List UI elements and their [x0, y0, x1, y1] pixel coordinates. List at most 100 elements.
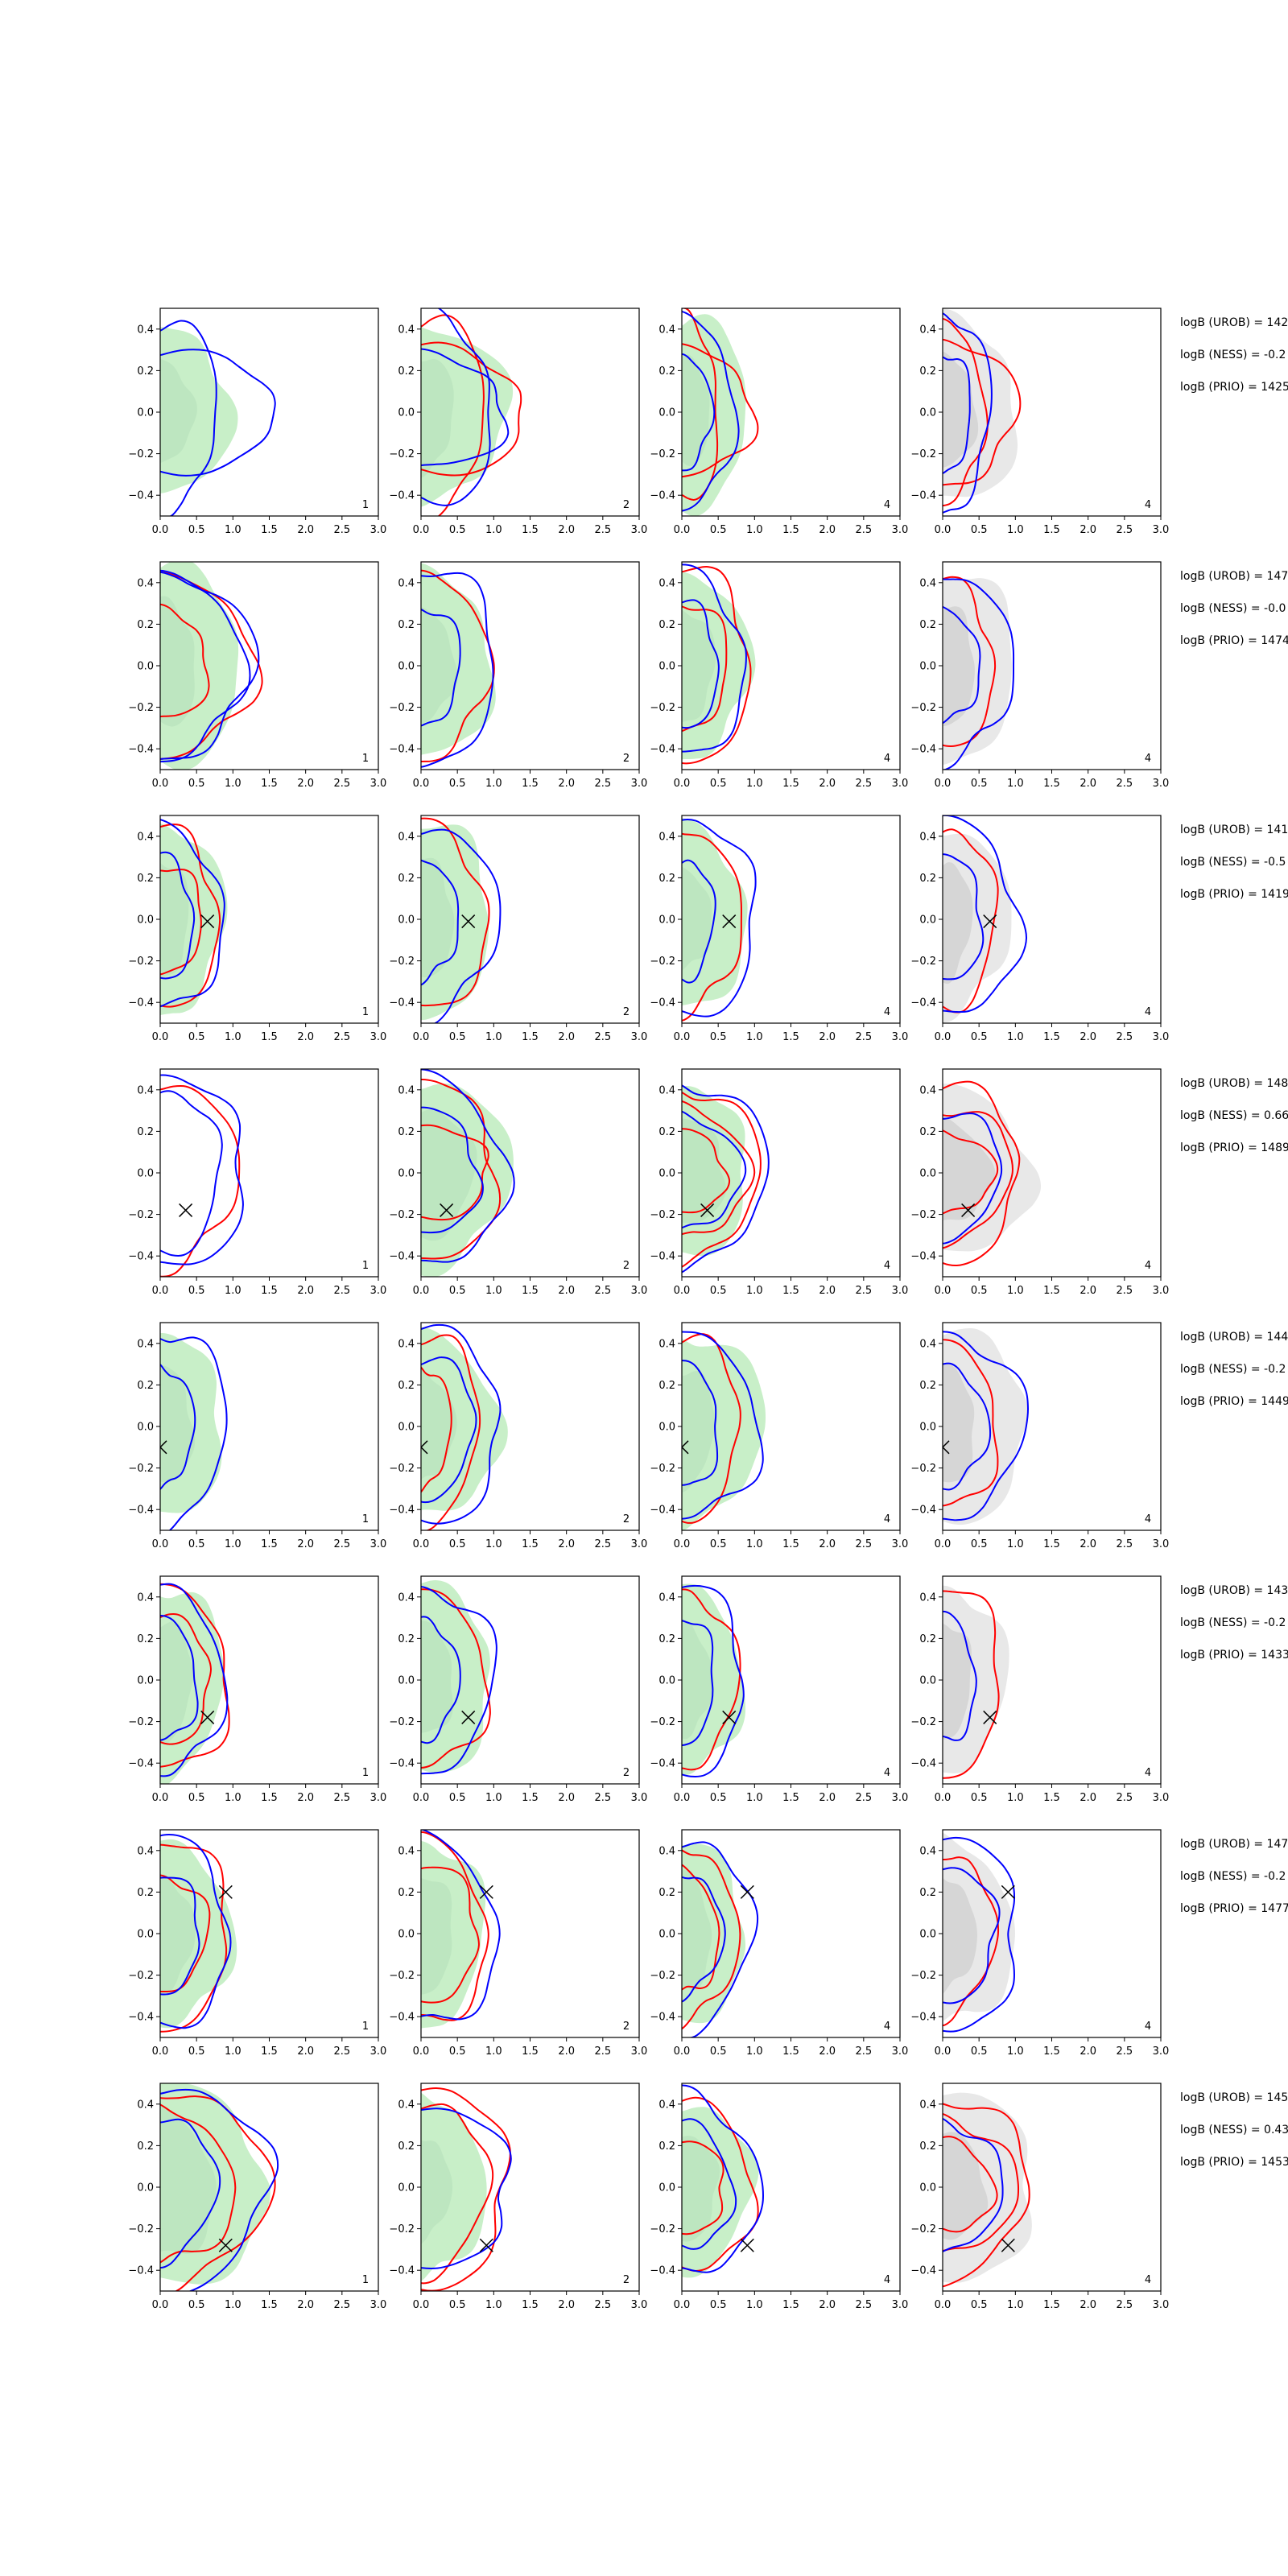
- x-tick-label: 2.5: [594, 1285, 611, 1297]
- x-tick-label: 0.0: [935, 2046, 952, 2058]
- panel-r8-c2: 0.0 0.5 1.0 1.5 2.0 2.5 3.0 0.4 0.2 0.0 −0.2 −0.4 2: [389, 2083, 647, 2311]
- plot-area: [160, 1833, 237, 2033]
- y-tick-label: 0.2: [398, 1380, 415, 1392]
- plot-area: [421, 563, 496, 768]
- x-tick-label: 1.0: [485, 1538, 502, 1550]
- blue-contour: [160, 1363, 196, 1491]
- x-tick-label: 1.5: [522, 1031, 539, 1043]
- y-tick-label: 0.4: [658, 831, 675, 843]
- blue-contour: [421, 1106, 484, 1234]
- x-tick-label: 3.0: [631, 1285, 648, 1297]
- y-tick-label: −0.4: [910, 744, 936, 756]
- density-fill-inner: [682, 1370, 716, 1492]
- x-tick-label: 1.0: [225, 1792, 242, 1804]
- x-tick-label: 1.5: [782, 524, 799, 536]
- x-tick-label: 0.0: [152, 1285, 169, 1297]
- y-tick-label: −0.4: [910, 490, 936, 502]
- plot-area: [682, 308, 759, 516]
- x-tick-label: 0.5: [449, 2046, 466, 2058]
- density-fill-inner: [421, 607, 458, 724]
- logb-annotation: logB (UROB) = 147: [1180, 570, 1288, 583]
- blue-contour: [682, 819, 757, 1018]
- y-tick-label: −0.2: [650, 2223, 675, 2235]
- x-tick-label: 0.5: [449, 2299, 466, 2311]
- x-tick-label: 0.0: [413, 2046, 430, 2058]
- y-tick-label: 0.2: [137, 1633, 154, 1645]
- y-tick-label: 0.2: [919, 1380, 936, 1392]
- x-tick-label: 2.5: [855, 778, 872, 790]
- x-tick-label: 1.0: [485, 778, 502, 790]
- red-contour: [160, 1613, 213, 1745]
- panel-tag: 1: [362, 1513, 369, 1525]
- x-tick-label: 0.5: [188, 2046, 205, 2058]
- x-tick-label: 0.0: [413, 1285, 430, 1297]
- x-tick-label: 2.5: [333, 1285, 350, 1297]
- y-tick-label: −0.2: [650, 956, 675, 968]
- plot-area: [160, 819, 228, 1016]
- y-tick-label: −0.2: [650, 448, 675, 460]
- blue-contour: [682, 1110, 747, 1229]
- x-tick-label: 3.0: [892, 1538, 909, 1550]
- x-tick-label: 0.5: [710, 2299, 727, 2311]
- density-fill-inner: [160, 1621, 194, 1744]
- x-tick-label: 3.0: [1153, 1792, 1170, 1804]
- blue-contour: [160, 569, 251, 763]
- y-tick-label: 0.0: [137, 1929, 154, 1941]
- x-tick-label: 1.0: [225, 1031, 242, 1043]
- x-tick-label: 2.0: [1080, 1538, 1096, 1550]
- x-tick-label: 1.5: [522, 2046, 539, 2058]
- y-tick-label: −0.2: [128, 956, 154, 968]
- x-tick-label: 0.0: [152, 1538, 169, 1550]
- y-tick-label: 0.2: [919, 873, 936, 885]
- y-tick-label: −0.4: [128, 997, 154, 1009]
- x-marker: [160, 1440, 167, 1455]
- logb-annotation: logB (UROB) = 147: [1180, 1838, 1288, 1851]
- x-tick-label: 0.0: [935, 1031, 952, 1043]
- x-tick-label: 0.0: [152, 1031, 169, 1043]
- y-tick-label: −0.2: [910, 702, 936, 714]
- plot-area: [160, 2083, 279, 2291]
- y-tick-label: 0.4: [919, 1845, 936, 1857]
- x-tick-label: 1.0: [485, 1031, 502, 1043]
- x-tick-label: 2.5: [594, 1031, 611, 1043]
- y-tick-label: 0.2: [398, 1887, 415, 1899]
- x-tick-label: 2.5: [333, 1031, 350, 1043]
- x-tick-label: 2.5: [594, 2299, 611, 2311]
- x-tick-label: 0.5: [710, 2046, 727, 2058]
- red-contour: [943, 1590, 1000, 1779]
- x-tick-label: 1.5: [782, 778, 799, 790]
- x-marker: [440, 1203, 454, 1217]
- x-tick-label: 1.0: [746, 1031, 763, 1043]
- plot-area: [943, 1832, 1016, 2033]
- y-tick-label: 0.4: [919, 1084, 936, 1096]
- panel-tag: 4: [884, 499, 890, 511]
- y-tick-label: 0.4: [919, 577, 936, 589]
- x-tick-label: 1.5: [782, 1538, 799, 1550]
- logb-annotation: logB (NESS) = 0.66: [1180, 1109, 1288, 1122]
- y-tick-label: −0.4: [389, 997, 415, 1009]
- x-tick-label: 2.5: [855, 524, 872, 536]
- y-tick-label: −0.4: [389, 1505, 415, 1517]
- y-tick-label: −0.2: [650, 1970, 675, 1982]
- panel-tag: 4: [884, 2274, 890, 2286]
- y-tick-label: −0.2: [650, 702, 675, 714]
- x-tick-label: 3.0: [370, 778, 387, 790]
- x-tick-label: 3.0: [1153, 1285, 1170, 1297]
- x-tick-label: 2.0: [297, 524, 314, 536]
- x-tick-label: 2.5: [855, 2046, 872, 2058]
- x-marker: [218, 1885, 233, 1899]
- y-tick-label: 0.0: [398, 407, 415, 419]
- y-tick-label: −0.2: [910, 1209, 936, 1221]
- x-tick-label: 2.5: [594, 1538, 611, 1550]
- y-tick-label: 0.2: [919, 365, 936, 378]
- plot-area: [421, 1323, 508, 1530]
- y-tick-label: 0.4: [398, 2099, 415, 2111]
- y-tick-label: 0.2: [137, 1380, 154, 1392]
- red-contour: [421, 817, 490, 1007]
- y-tick-label: −0.2: [128, 702, 154, 714]
- y-tick-label: 0.0: [137, 407, 154, 419]
- plot-area: [943, 308, 1022, 514]
- panel-r5-c1: 0.0 0.5 1.0 1.5 2.0 2.5 3.0 0.4 0.2 0.0 −0.2 −0.4 1: [128, 1322, 386, 1550]
- plot-area: [682, 1583, 746, 1777]
